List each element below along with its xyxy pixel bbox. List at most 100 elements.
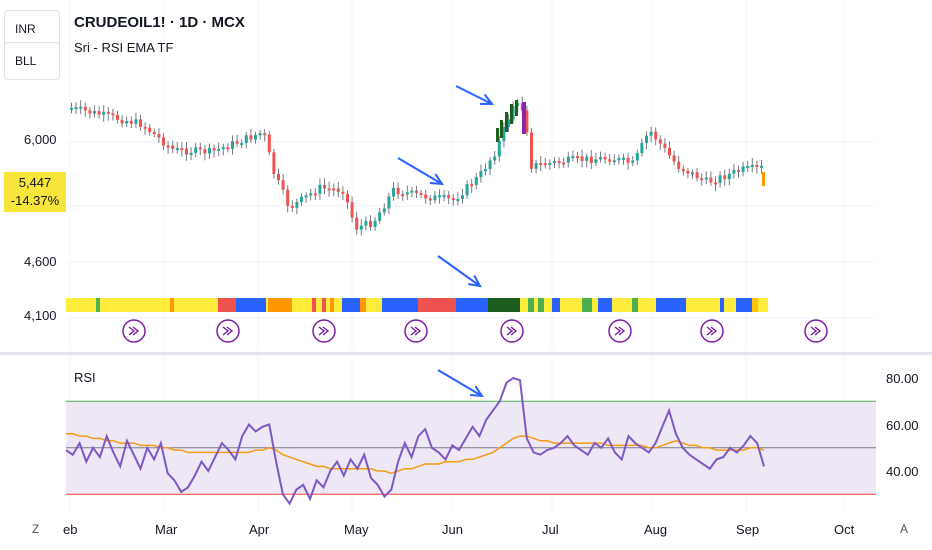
candle-body	[465, 184, 469, 196]
rsi-line	[65, 376, 765, 506]
candle-body	[162, 137, 165, 146]
cycle-icon-glyph	[706, 326, 718, 336]
cycle-icons	[122, 319, 828, 343]
indicator-name[interactable]: Sri - RSI EMA TF	[74, 40, 174, 55]
candle-body	[401, 194, 405, 197]
cycle-icon	[700, 319, 724, 343]
candle-body	[116, 114, 119, 120]
month-label: May	[344, 522, 369, 537]
candle-body	[290, 205, 294, 208]
candle-body	[677, 161, 681, 169]
signal-segment	[418, 298, 456, 312]
candle-body	[83, 106, 87, 111]
candle-body	[346, 193, 349, 203]
arrow-head	[469, 385, 484, 398]
rsi-pane	[65, 376, 876, 506]
candle-body	[663, 143, 667, 148]
candle-body	[424, 194, 428, 199]
cycle-icon	[122, 319, 146, 343]
candle-body	[387, 196, 391, 209]
symbol-title[interactable]: CRUDEOIL1! · 1D · MCX	[74, 14, 245, 31]
signal-segment	[170, 298, 174, 312]
candle-body	[198, 147, 202, 150]
cycle-icon	[404, 319, 428, 343]
candle-body	[631, 160, 635, 163]
candle-body	[589, 156, 593, 164]
signal-segment	[632, 298, 638, 312]
signal-segment	[538, 298, 544, 312]
pane-separator[interactable]	[0, 352, 932, 355]
candle-body	[194, 147, 198, 153]
signal-segment	[96, 298, 100, 312]
annotation-arrow	[455, 85, 495, 106]
candle-body	[553, 161, 556, 164]
arrow-shaft	[455, 85, 493, 105]
candle-body	[355, 217, 359, 230]
candle-body	[762, 172, 765, 186]
candle-body	[635, 153, 639, 161]
cycle-icon-glyph	[410, 326, 422, 336]
candle-body	[505, 112, 508, 132]
cycle-icon-glyph	[614, 326, 626, 336]
signal-segment	[720, 298, 724, 312]
month-label: Oct	[834, 522, 855, 537]
candle-body	[525, 110, 529, 133]
candle-body	[415, 190, 418, 193]
candle-body	[438, 195, 441, 198]
candle-body	[373, 220, 377, 227]
annotation-arrows	[397, 85, 495, 398]
candle-body	[106, 111, 110, 114]
candle-body	[442, 195, 446, 198]
candle-body	[309, 193, 313, 196]
auto-scale-toggle[interactable]: A	[900, 522, 909, 536]
annotation-arrow	[397, 157, 444, 186]
month-label: Sep	[736, 522, 760, 537]
candle-body	[515, 100, 518, 116]
cycle-icon	[608, 319, 632, 343]
arrow-shaft	[397, 157, 443, 185]
candle-body	[244, 135, 248, 144]
arrow-head	[468, 274, 482, 288]
candle-body	[603, 157, 607, 160]
candle-body	[727, 173, 731, 180]
candle-body	[419, 192, 423, 195]
cycle-icon	[216, 319, 240, 343]
candle-body	[364, 220, 368, 226]
candle-body	[626, 157, 630, 163]
candle-body	[102, 111, 106, 115]
candle-body	[746, 166, 750, 169]
candle-body	[221, 147, 225, 150]
grid-lines	[66, 0, 876, 515]
candle-body	[500, 120, 503, 138]
price-tick: 4,100	[24, 308, 57, 323]
cycle-icon-glyph	[222, 326, 234, 336]
signal-segment	[330, 298, 334, 312]
cycle-icon-glyph	[128, 326, 140, 336]
candle-body	[548, 162, 552, 165]
candle-body	[612, 160, 616, 163]
candle-body	[502, 126, 506, 142]
candle-body	[522, 102, 526, 134]
timezone-toggle[interactable]: Z	[32, 522, 40, 536]
currency-badge[interactable]: INR	[4, 10, 60, 48]
candle-body	[617, 157, 621, 161]
candle-body	[139, 119, 142, 127]
unit-badge[interactable]: BLL	[4, 42, 60, 80]
candle-body	[336, 188, 340, 192]
candle-body	[120, 119, 124, 124]
month-label: eb	[63, 522, 78, 537]
candle-body	[704, 177, 708, 180]
signal-segment	[456, 298, 488, 312]
candle-body	[654, 131, 658, 140]
candle-body	[686, 170, 690, 174]
signal-segment	[382, 298, 418, 312]
candle-body	[510, 104, 513, 124]
candle-body	[451, 198, 455, 201]
last-price-value: 5,447	[18, 175, 52, 190]
candle-body	[97, 111, 101, 115]
signal-segment	[342, 298, 360, 312]
signal-segment	[268, 298, 292, 312]
arrow-head	[429, 173, 444, 186]
candle-body	[313, 193, 317, 196]
